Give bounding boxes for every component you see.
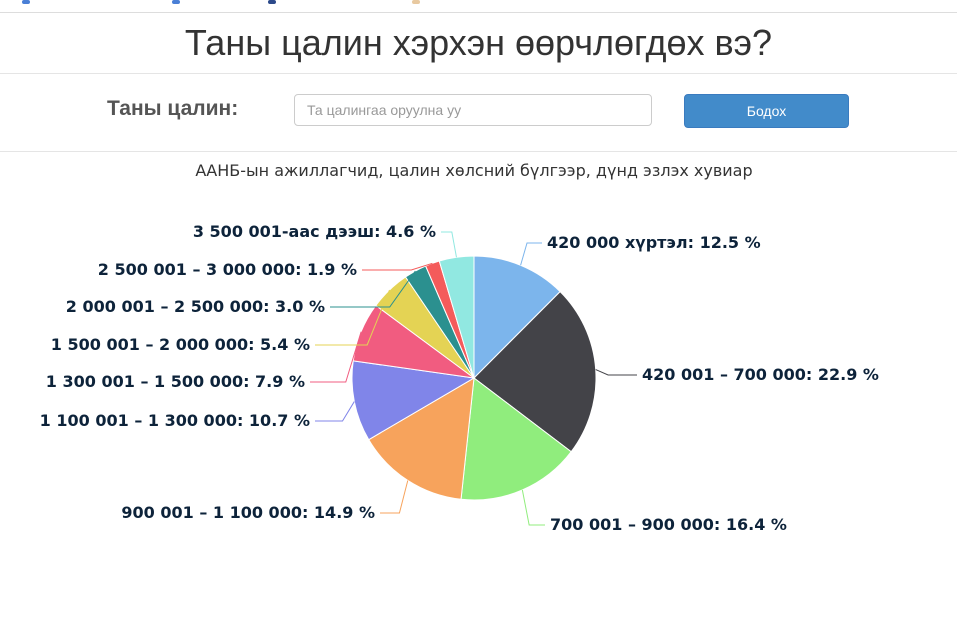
connector-line: [330, 270, 416, 308]
data-label: 1 300 001 – 1 500 000: 7.9 %: [46, 372, 305, 391]
salary-label: Таны цалин:: [107, 97, 239, 120]
connector-line: [315, 401, 355, 422]
data-label: 3 500 001-аас дээш: 4.6 %: [193, 222, 436, 241]
pie-slice[interactable]: [351, 360, 476, 441]
connector-line: [441, 231, 457, 258]
connector-line: [310, 331, 362, 383]
connector-line: [595, 369, 637, 376]
browser-toolbar-remnant: [0, 0, 957, 13]
data-label: 420 001 – 700 000: 22.9 %: [642, 365, 879, 384]
data-label: 2 500 001 – 3 000 000: 1.9 %: [98, 260, 357, 279]
data-label: 2 000 001 – 2 500 000: 3.0 %: [66, 297, 325, 316]
pie-slice[interactable]: [473, 255, 561, 380]
pie-slice[interactable]: [368, 377, 475, 500]
salary-input[interactable]: [294, 94, 652, 126]
divider: [0, 151, 957, 152]
connector-line: [520, 242, 542, 266]
data-label: 420 000 хүртэл: 12.5 %: [547, 233, 761, 252]
page-title: Таны цалин хэрхэн өөрчлөгдөх вэ?: [184, 22, 773, 63]
data-label: 900 001 – 1 100 000: 14.9 %: [121, 503, 375, 522]
connector-line: [521, 489, 545, 526]
pie-slice[interactable]: [460, 377, 572, 501]
data-label: 700 001 – 900 000: 16.4 %: [550, 515, 787, 534]
calculate-button[interactable]: Бодох: [684, 94, 849, 128]
chart-title: ААНБ-ын ажиллагчид, цалин хөлсний бүлгээ…: [195, 161, 752, 180]
connector-line: [315, 289, 390, 346]
connector-line: [380, 480, 409, 514]
connector-line: [362, 262, 433, 271]
data-label: 1 500 001 – 2 000 000: 5.4 %: [51, 335, 310, 354]
pie-chart: ААНБ-ын ажиллагчид, цалин хөлсний бүлгээ…: [40, 161, 879, 534]
divider: [0, 73, 957, 74]
data-label: 1 100 001 – 1 300 000: 10.7 %: [40, 411, 310, 430]
